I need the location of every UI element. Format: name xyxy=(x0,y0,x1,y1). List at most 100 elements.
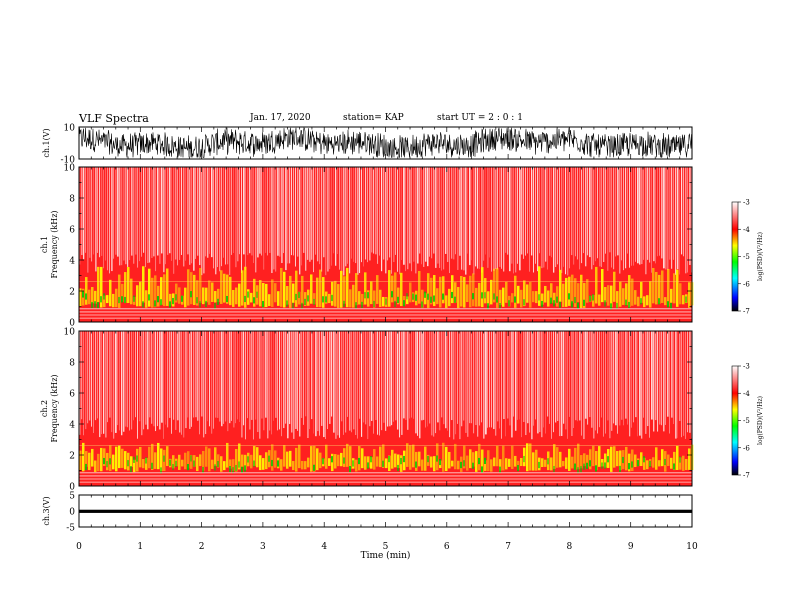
spectrogram-cell xyxy=(232,467,234,474)
spectrogram-cell xyxy=(363,331,365,423)
spectrogram-cell xyxy=(469,167,471,266)
spectrogram-cell xyxy=(625,299,627,306)
spectrogram-cell xyxy=(503,331,505,420)
spectrogram-cell xyxy=(211,167,213,258)
spectrogram-cell xyxy=(100,266,103,308)
spectrogram-cell xyxy=(671,331,673,418)
spectrogram-cell xyxy=(339,167,341,270)
spectrogram-cell xyxy=(172,455,175,469)
x-axis-label: Time (min) xyxy=(361,550,411,561)
spectrogram-cell xyxy=(609,331,611,439)
spectrogram-cell xyxy=(281,331,282,437)
spectrogram-cell xyxy=(381,167,383,272)
spectrogram-cell xyxy=(574,296,576,304)
spectrogram-cell xyxy=(478,282,481,307)
spectrogram-cell xyxy=(148,268,151,307)
spectrogram-cell xyxy=(411,331,412,418)
spectrogram-cell xyxy=(307,295,309,302)
spectrogram-cell xyxy=(103,448,106,466)
spectrogram-cell xyxy=(547,290,550,307)
spectrogram-cell xyxy=(85,451,88,467)
spectrogram-cell xyxy=(253,278,256,307)
spectrogram-cell xyxy=(483,167,485,261)
spectrogram-cell xyxy=(171,167,172,261)
spectrogram-cell xyxy=(271,331,272,435)
spectrogram-cell xyxy=(115,167,117,255)
spectrogram-cell xyxy=(160,299,162,306)
spectrogram-cell xyxy=(543,167,545,268)
spectrogram-cell xyxy=(658,460,661,467)
spectrogram-cell xyxy=(531,167,533,256)
spectrogram-cell xyxy=(539,331,541,433)
spectrogram-cell xyxy=(460,461,462,469)
spectrogram-cell xyxy=(562,461,565,467)
spectrogram-cell xyxy=(313,331,314,434)
spectrogram-cell xyxy=(553,300,555,307)
spectrogram-cell xyxy=(111,331,113,433)
spectrogram-cell xyxy=(646,295,649,306)
spectrogram-cell xyxy=(556,447,559,468)
spectrogram-cell xyxy=(361,293,364,305)
spectrogram-cell xyxy=(193,167,195,271)
spectrogram-cell xyxy=(217,167,218,268)
spectrogram-cell xyxy=(463,276,466,308)
spectrogram-cell xyxy=(449,331,451,438)
spectrogram-cell xyxy=(118,296,120,304)
spectrogram-cell xyxy=(607,331,609,421)
spectrogram-cell xyxy=(427,293,429,300)
spectrogram-cell xyxy=(173,167,175,274)
spectrogram-cell xyxy=(580,274,583,309)
spectrogram-cell xyxy=(100,447,103,472)
spectrogram-cell xyxy=(93,331,94,433)
spectrogram-cell xyxy=(334,280,337,307)
spectrogram-cell xyxy=(101,331,102,435)
spectrogram-cell xyxy=(101,167,103,256)
spectrogram-cell xyxy=(501,331,502,439)
spectrogram-y-axis-label: Frequency (kHz) xyxy=(50,374,59,442)
spectrogram-cell xyxy=(493,293,495,300)
spectrogram-cell xyxy=(199,331,200,435)
spectrogram-cell xyxy=(661,449,664,467)
spectrogram-cell xyxy=(375,167,377,255)
spectrogram-cell xyxy=(127,460,129,467)
spectrogram-cell xyxy=(364,272,367,305)
spectrogram-cell xyxy=(239,167,240,255)
spectrogram-cell xyxy=(676,269,679,307)
spectrogram-cell xyxy=(463,331,465,421)
spectrogram-cell xyxy=(113,331,115,439)
spectrogram-cell xyxy=(221,331,223,427)
spectrogram-cell xyxy=(553,444,556,469)
spectrogram-channel-label: ch.1 xyxy=(40,236,49,253)
spectrogram-cell xyxy=(347,331,348,417)
y-tick-label: 8 xyxy=(69,195,75,205)
spectrogram-cell xyxy=(460,276,463,307)
spectrogram-cell xyxy=(521,167,523,255)
spectrogram-cell xyxy=(683,167,684,257)
spectrogram-cell xyxy=(115,446,118,472)
spectrogram-cell xyxy=(631,461,633,468)
spectrogram-cell xyxy=(647,331,649,427)
y-tick-label: -10 xyxy=(61,156,76,166)
spectrogram-cell xyxy=(583,299,585,306)
spectrogram-cell xyxy=(651,167,652,273)
spectrogram-cell xyxy=(595,331,596,431)
spectrogram-cell xyxy=(161,331,163,423)
spectrogram-cell xyxy=(301,302,303,309)
spectrogram-cell xyxy=(595,451,598,471)
spectrogram-cell xyxy=(351,167,352,259)
spectrogram-cell xyxy=(106,295,109,304)
spectrogram-cell xyxy=(484,278,487,304)
spectrogram-cell xyxy=(177,167,178,266)
spectrogram-cell xyxy=(435,167,437,268)
spectrogram-cell xyxy=(517,331,518,420)
spectrogram-cell xyxy=(563,331,565,424)
spectrogram-cell xyxy=(451,331,453,421)
spectrogram-cell xyxy=(97,331,98,419)
spectrogram-cell xyxy=(417,331,419,436)
spectrogram-cell xyxy=(153,167,155,257)
spectrogram-cell xyxy=(364,456,367,470)
spectrogram-cell xyxy=(337,284,340,308)
spectrogram-cell xyxy=(439,167,441,268)
spectrogram-cell xyxy=(461,331,463,427)
spectrogram-cell xyxy=(670,457,673,469)
